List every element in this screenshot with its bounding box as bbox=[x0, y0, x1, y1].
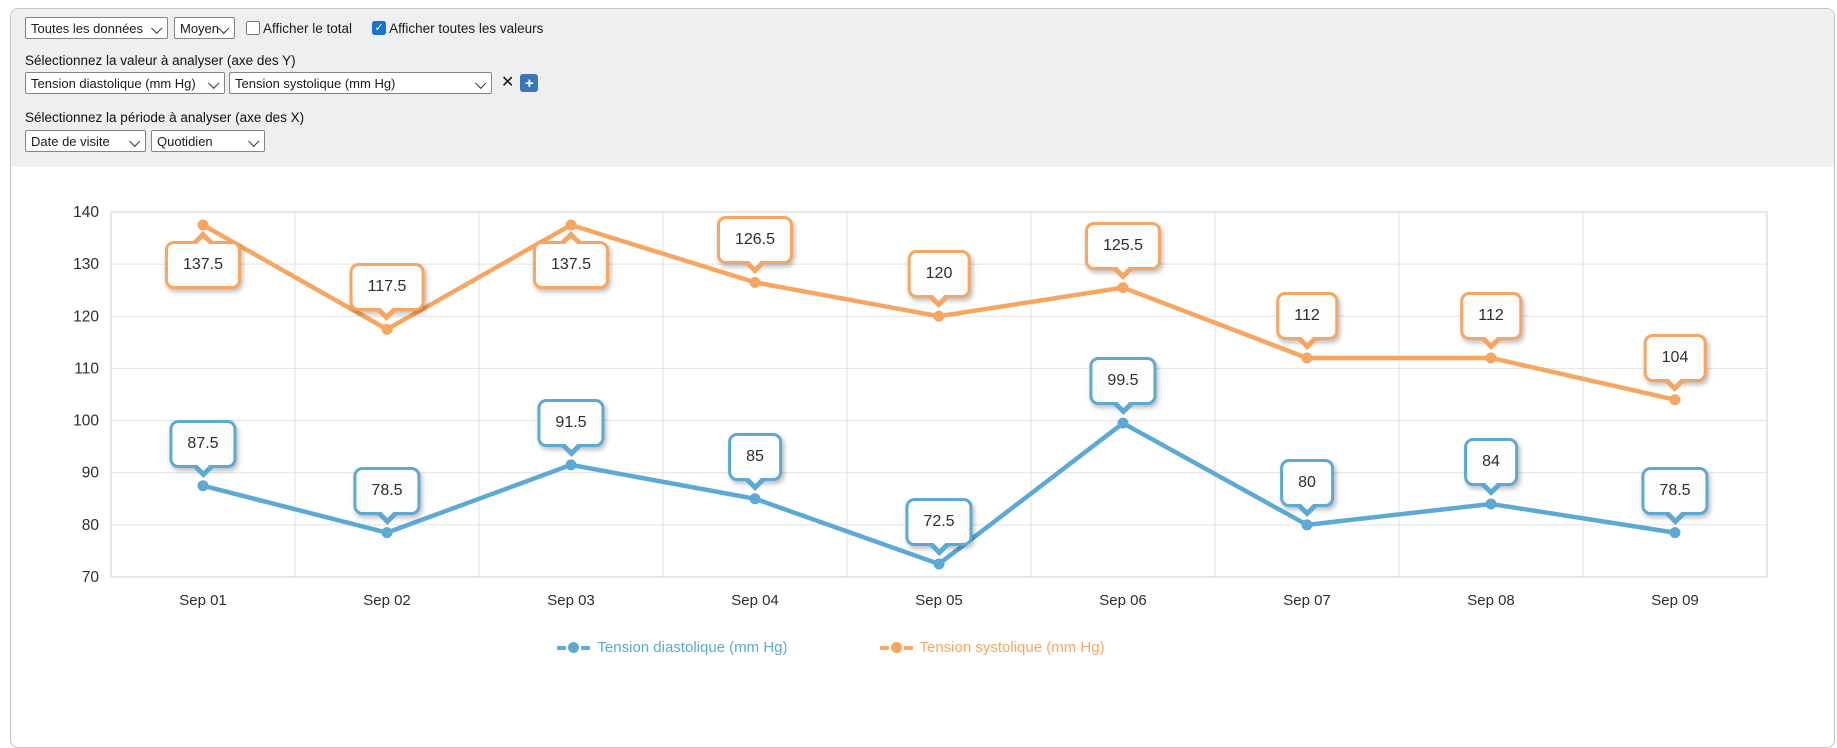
y-axis-tick-label: 110 bbox=[74, 360, 99, 377]
value-label: 137.5 bbox=[532, 241, 610, 290]
data-point bbox=[749, 276, 761, 288]
aggregation-select-value: Moyen bbox=[180, 20, 220, 36]
show-values-checkbox[interactable]: ✓ bbox=[372, 21, 387, 35]
data-point bbox=[1669, 527, 1681, 539]
show-values-checkbox-group[interactable]: ✓ Afficher toutes les valeurs bbox=[372, 21, 543, 36]
value-label: 112 bbox=[1276, 291, 1338, 340]
value-label: 126.5 bbox=[716, 216, 794, 265]
data-point bbox=[1301, 352, 1313, 364]
legend-item-systolique[interactable]: Tension systolique (mm Hg) bbox=[879, 639, 1105, 656]
value-label: 72.5 bbox=[905, 497, 973, 546]
y-value-select-2-value: Tension systolique (mm Hg) bbox=[235, 75, 396, 91]
data-point bbox=[565, 219, 577, 231]
show-values-label: Afficher toutes les valeurs bbox=[389, 20, 544, 36]
y-value-select-2[interactable]: Tension systolique (mm Hg) bbox=[229, 72, 492, 94]
y-axis-section-label: Sélectionnez la valeur à analyser (axe d… bbox=[25, 53, 296, 68]
value-label: 137.5 bbox=[164, 241, 242, 290]
value-label: 99.5 bbox=[1089, 357, 1157, 406]
legend-label: Tension diastolique (mm Hg) bbox=[597, 639, 788, 656]
x-axis-tick-label: Sep 03 bbox=[547, 592, 595, 609]
chevron-down-icon bbox=[475, 77, 487, 89]
data-point bbox=[197, 219, 209, 231]
line-dot-marker-icon bbox=[879, 642, 913, 653]
x-axis-tick-label: Sep 04 bbox=[731, 592, 779, 609]
x-axis-tick-label: Sep 01 bbox=[179, 592, 227, 609]
value-label: 112 bbox=[1460, 291, 1522, 340]
y-axis-tick-label: 100 bbox=[73, 413, 99, 430]
y-axis-tick-label: 140 bbox=[73, 204, 99, 221]
data-point bbox=[565, 459, 577, 471]
y-axis-tick-label: 120 bbox=[73, 308, 99, 325]
data-range-select[interactable]: Toutes les données bbox=[25, 17, 168, 39]
x-axis-tick-label: Sep 08 bbox=[1467, 592, 1515, 609]
value-label: 91.5 bbox=[537, 398, 605, 447]
y-axis-tick-label: 70 bbox=[82, 569, 100, 586]
y-value-select-1[interactable]: Tension diastolique (mm Hg) bbox=[25, 72, 225, 94]
x-period-selects-row: Date de visite Quotidien bbox=[25, 130, 265, 152]
value-label: 120 bbox=[907, 250, 971, 299]
line-chart: 140 130 120 110 100 90 80 70 Sep 01 Sep 02 Sep 03 S… bbox=[11, 167, 1834, 727]
data-point bbox=[381, 323, 393, 335]
chart-canvas: 140 130 120 110 100 90 80 70 Sep 01 Sep 02 Sep 03 S… bbox=[73, 204, 1768, 609]
data-point bbox=[933, 558, 945, 570]
remove-series-icon[interactable]: ✕ bbox=[501, 74, 515, 91]
data-point bbox=[933, 310, 945, 322]
data-point bbox=[381, 527, 393, 539]
data-point bbox=[1485, 352, 1497, 364]
y-value-select-1-value: Tension diastolique (mm Hg) bbox=[31, 75, 196, 91]
data-point bbox=[197, 480, 209, 492]
plot-border bbox=[110, 211, 1768, 578]
top-controls-row: Toutes les données Moyen Afficher le tot… bbox=[25, 17, 543, 39]
x-period-select-1-value: Date de visite bbox=[31, 133, 110, 149]
chevron-down-icon bbox=[208, 77, 220, 89]
x-axis-tick-label: Sep 05 bbox=[915, 592, 963, 609]
data-point bbox=[749, 493, 761, 505]
show-total-checkbox-group[interactable]: Afficher le total bbox=[246, 21, 352, 36]
y-axis-tick-label: 80 bbox=[82, 517, 100, 534]
legend-item-diastolique[interactable]: Tension diastolique (mm Hg) bbox=[557, 639, 788, 656]
value-label: 117.5 bbox=[349, 263, 425, 312]
add-series-button[interactable]: + bbox=[520, 74, 539, 92]
value-label: 104 bbox=[1643, 333, 1707, 382]
x-axis-tick-label: Sep 02 bbox=[363, 592, 411, 609]
line-dot-marker-icon bbox=[557, 642, 591, 653]
data-point bbox=[1485, 498, 1497, 510]
y-axis-tick-label: 90 bbox=[82, 465, 100, 482]
data-point bbox=[1117, 417, 1129, 429]
x-period-select-2-value: Quotidien bbox=[157, 133, 213, 149]
x-axis-section-label: Sélectionnez la période à analyser (axe … bbox=[25, 110, 305, 125]
x-period-select-2[interactable]: Quotidien bbox=[151, 130, 265, 152]
show-total-label: Afficher le total bbox=[263, 20, 353, 36]
value-label: 125.5 bbox=[1084, 221, 1162, 270]
y-axis-tick-label: 130 bbox=[73, 256, 99, 273]
value-label: 87.5 bbox=[169, 419, 237, 468]
show-total-checkbox[interactable] bbox=[246, 21, 260, 35]
value-label: 78.5 bbox=[1641, 466, 1709, 515]
aggregation-select[interactable]: Moyen bbox=[174, 17, 235, 39]
chart-legend: Tension diastolique (mm Hg) Tension syst… bbox=[11, 639, 1651, 656]
value-label: 78.5 bbox=[353, 466, 421, 515]
data-point bbox=[1117, 282, 1129, 294]
chart-controls-header: Toutes les données Moyen Afficher le tot… bbox=[11, 9, 1834, 167]
legend-label: Tension systolique (mm Hg) bbox=[919, 639, 1105, 656]
data-point bbox=[1301, 519, 1313, 531]
x-axis-tick-label: Sep 07 bbox=[1283, 592, 1331, 609]
x-axis-tick-label: Sep 06 bbox=[1099, 592, 1147, 609]
chevron-down-icon bbox=[151, 22, 163, 34]
data-point bbox=[1669, 394, 1681, 406]
chevron-down-icon bbox=[248, 135, 260, 147]
y-value-selects-row: Tension diastolique (mm Hg) Tension syst… bbox=[25, 72, 539, 94]
data-range-select-value: Toutes les données bbox=[31, 20, 144, 36]
value-label: 85 bbox=[728, 432, 782, 481]
chevron-down-icon bbox=[218, 22, 230, 34]
value-label: 80 bbox=[1280, 458, 1334, 507]
chevron-down-icon bbox=[129, 135, 141, 147]
analysis-panel: Toutes les données Moyen Afficher le tot… bbox=[10, 8, 1835, 748]
value-label: 84 bbox=[1464, 437, 1518, 486]
x-axis-tick-label: Sep 09 bbox=[1651, 592, 1699, 609]
x-period-select-1[interactable]: Date de visite bbox=[25, 130, 146, 152]
